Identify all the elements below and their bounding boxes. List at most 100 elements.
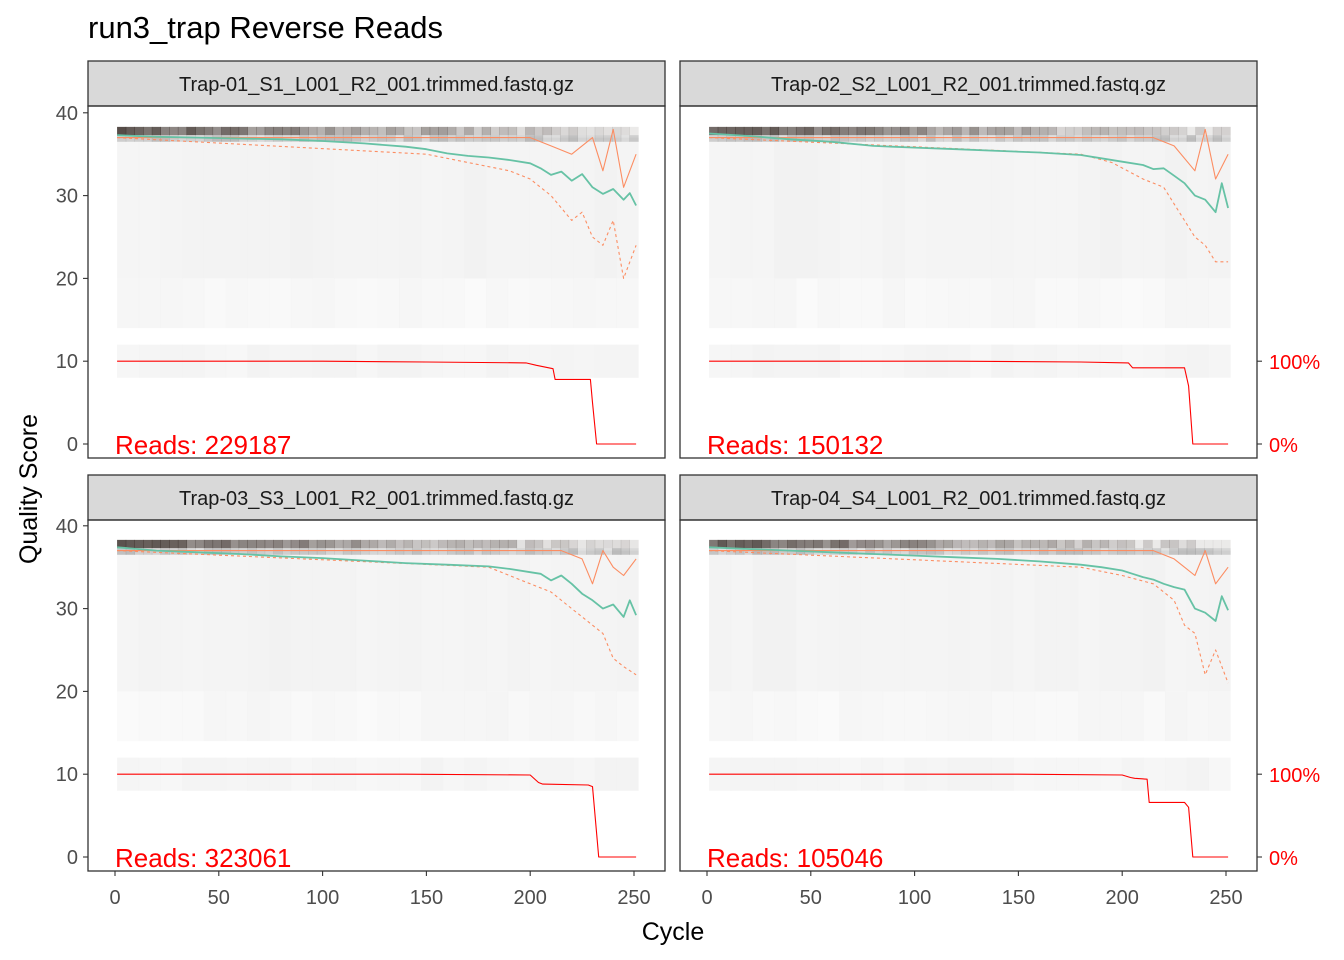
heatmap-dense-cell	[1178, 548, 1188, 555]
heatmap-dense-cell	[447, 539, 457, 549]
heatmap-band	[616, 691, 639, 742]
heatmap-band	[594, 278, 617, 329]
heatmap-dense-cell	[926, 548, 936, 555]
heatmap-dense-cell	[960, 539, 971, 549]
heatmap-dense-cell	[282, 126, 292, 136]
heatmap-dense-cell	[1030, 135, 1040, 142]
heatmap-dense-cell	[1047, 126, 1057, 136]
heatmap-dense-cell	[839, 135, 849, 142]
heatmap-band	[774, 278, 797, 329]
heatmap-dense-cell	[1117, 539, 1127, 549]
heatmap-band	[839, 691, 862, 742]
reads-count-label: Reads: 229187	[115, 430, 291, 460]
heatmap-dense-cell	[926, 126, 936, 136]
heatmap-dense-cell	[1073, 135, 1084, 142]
heatmap-band	[1099, 137, 1123, 279]
heatmap-band	[507, 278, 531, 329]
heatmap-dense-cell	[1160, 126, 1170, 136]
heatmap-dense-cell	[1117, 126, 1127, 136]
heatmap-dense-cell	[203, 548, 214, 555]
heatmap-dense-cell	[1186, 539, 1196, 549]
heatmap-band	[442, 550, 465, 692]
heatmap-band	[774, 137, 797, 279]
upper-quartile-line	[117, 128, 637, 188]
heatmap-band	[551, 757, 574, 791]
heatmap-dense-cell	[238, 539, 248, 549]
heatmap-band	[1121, 278, 1144, 329]
heatmap-band	[1056, 550, 1079, 692]
heatmap-band	[334, 550, 357, 692]
heatmap-band	[1099, 344, 1123, 378]
heatmap-band	[355, 278, 379, 329]
heatmap-dense-cell	[221, 126, 231, 136]
facet-strip-label: Trap-01_S1_L001_R2_001.trimmed.fastq.gz	[179, 74, 574, 96]
heatmap-band	[1121, 137, 1144, 279]
heatmap-dense-cell	[839, 548, 849, 555]
heatmap-dense-cell	[709, 126, 719, 136]
heatmap-dense-cell	[551, 548, 561, 555]
percent-tick-label: 0%	[1269, 848, 1298, 870]
heatmap-dense-cell	[1039, 539, 1049, 549]
heatmap-dense-cell	[926, 539, 936, 549]
facet-strip	[679, 60, 1258, 107]
heatmap-dense-cell	[143, 539, 153, 549]
upper-quartile-line	[117, 550, 637, 585]
heatmap-dense-cell	[960, 548, 971, 555]
heatmap-dense-cell	[542, 135, 552, 142]
heatmap-dense-cell	[969, 126, 979, 136]
heatmap-band	[421, 278, 444, 329]
heatmap-dense-cell	[342, 548, 353, 555]
heatmap-band	[290, 691, 313, 742]
heatmap-dense-cell	[934, 539, 945, 549]
heatmap-dense-cell	[507, 126, 518, 136]
heatmap-dense-cell	[256, 126, 266, 136]
heatmap-dense-cell	[412, 548, 422, 555]
heatmap-band	[795, 278, 819, 329]
heatmap-dense-cell	[342, 126, 353, 136]
heatmap-dense-cell	[1108, 135, 1118, 142]
heatmap-dense-cell	[1099, 126, 1110, 136]
heatmap-dense-cell	[908, 126, 919, 136]
heatmap-band	[573, 691, 596, 742]
facet-strip	[87, 474, 666, 521]
panel-border	[87, 105, 666, 459]
heatmap-dense-cell	[551, 135, 561, 142]
heatmap-band	[730, 691, 753, 742]
heatmap-dense-cell	[995, 135, 1005, 142]
heatmap-band	[1143, 137, 1166, 279]
heatmap-dense-cell	[481, 135, 492, 142]
heatmap-band	[399, 278, 422, 329]
heatmap-dense-cell	[821, 126, 832, 136]
y-tick-label: 40	[56, 103, 78, 125]
heatmap-dense-cell	[1004, 539, 1014, 549]
lower-quartile-line	[709, 137, 1229, 263]
heatmap-dense-cell	[394, 135, 405, 142]
heatmap-dense-cell	[969, 135, 979, 142]
heatmap-dense-cell	[507, 135, 518, 142]
heatmap-dense-cell	[1108, 539, 1118, 549]
y-axis-title: Quality Score	[15, 414, 43, 564]
heatmap-band	[594, 757, 617, 791]
heatmap-band	[1078, 137, 1101, 279]
heatmap-band	[616, 278, 639, 329]
heatmap-band	[616, 550, 639, 692]
heatmap-dense-cell	[1160, 539, 1170, 549]
heatmap-dense-cell	[568, 126, 578, 136]
heatmap-band	[1143, 278, 1166, 329]
heatmap-dense-cell	[1013, 135, 1023, 142]
heatmap-band	[709, 278, 732, 329]
heatmap-dense-cell	[117, 126, 127, 136]
heatmap-dense-cell	[160, 135, 170, 142]
heatmap-dense-cell	[709, 539, 719, 549]
heatmap-dense-cell	[325, 548, 335, 555]
heatmap-band	[861, 137, 884, 279]
x-tick-label: 100	[898, 887, 931, 909]
heatmap-dense-cell	[1151, 126, 1162, 136]
heatmap-dense-cell	[726, 539, 736, 549]
heatmap-dense-cell	[559, 126, 570, 136]
heatmap-band	[464, 278, 487, 329]
heatmap-band	[1099, 691, 1123, 742]
heatmap-dense-cell	[620, 539, 630, 549]
heatmap-dense-cell	[351, 126, 361, 136]
heatmap-band	[551, 137, 574, 279]
